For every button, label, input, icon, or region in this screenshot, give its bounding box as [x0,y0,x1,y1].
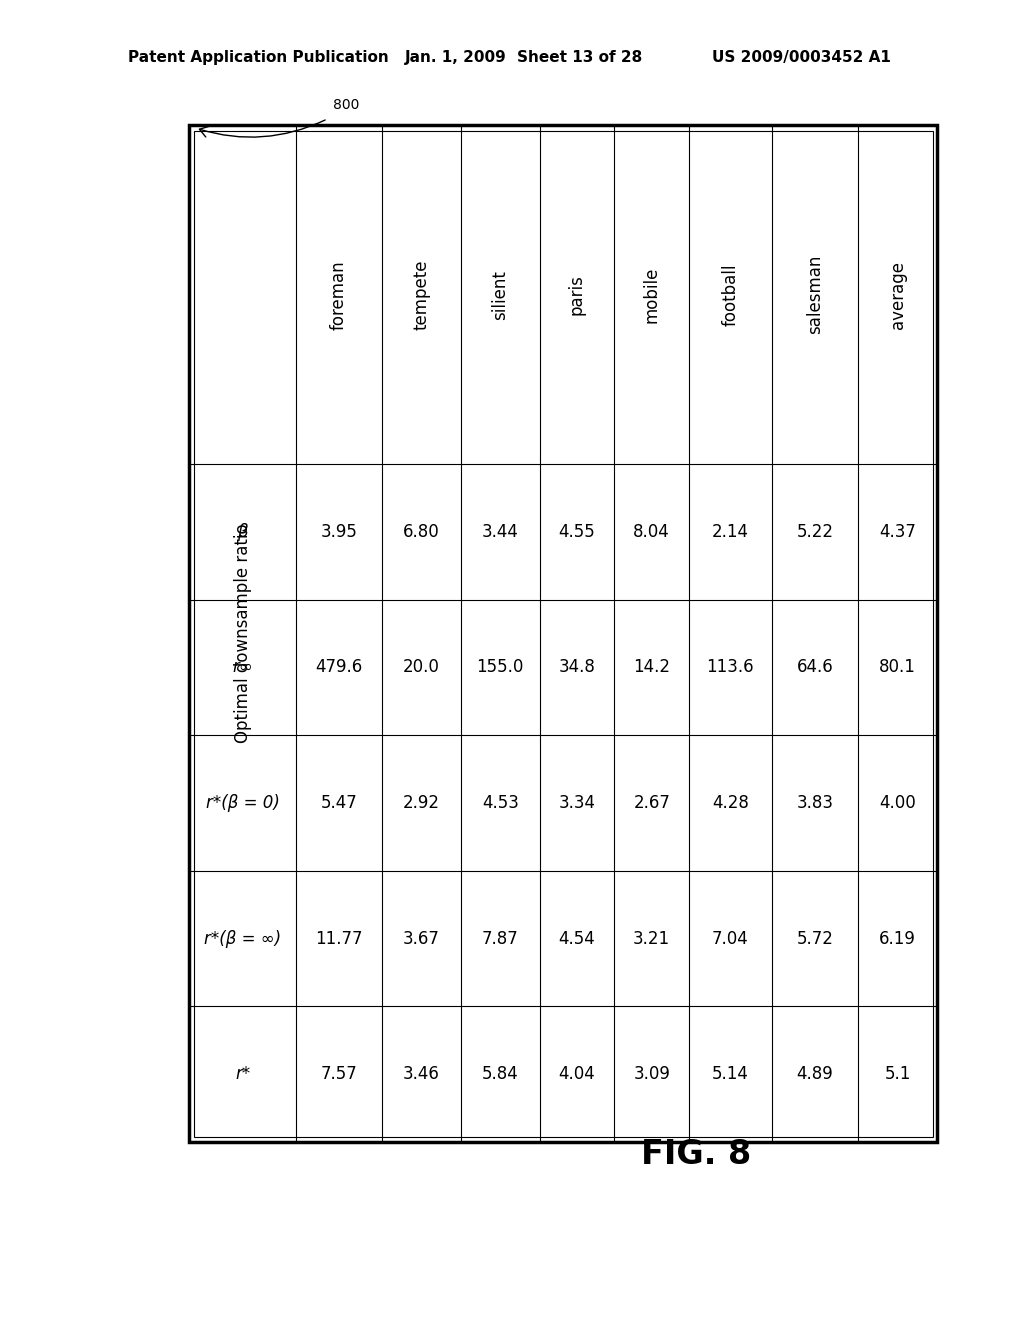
Text: 479.6: 479.6 [315,659,362,676]
Text: 64.6: 64.6 [797,659,834,676]
Text: paris: paris [568,275,586,315]
Text: 113.6: 113.6 [707,659,755,676]
Text: 4.37: 4.37 [880,523,916,541]
Text: 2.92: 2.92 [403,795,440,812]
Text: mobile: mobile [643,267,660,323]
Text: 3.21: 3.21 [633,929,671,948]
Text: 4.28: 4.28 [712,795,749,812]
Text: 6.80: 6.80 [403,523,440,541]
Text: 5.47: 5.47 [321,795,357,812]
Text: 7.04: 7.04 [712,929,749,948]
Text: 155.0: 155.0 [476,659,524,676]
Text: 5.14: 5.14 [712,1065,749,1082]
Text: 800: 800 [333,98,359,112]
Text: average: average [889,261,906,329]
Text: 5.84: 5.84 [482,1065,518,1082]
Text: 4.89: 4.89 [797,1065,834,1082]
Text: r∞: r∞ [232,659,253,676]
Bar [194,131,933,1137]
Text: 7.57: 7.57 [321,1065,357,1082]
Text: 3.44: 3.44 [482,523,519,541]
Text: 3.83: 3.83 [797,795,834,812]
Text: 2.14: 2.14 [712,523,749,541]
Text: 4.55: 4.55 [559,523,595,541]
Text: r*: r* [234,1065,250,1082]
Text: 4.54: 4.54 [559,929,595,948]
Text: r*(β = ∞): r*(β = ∞) [204,929,282,948]
Text: Optimal downsample ratio: Optimal downsample ratio [233,524,252,743]
Text: 3.67: 3.67 [403,929,440,948]
Text: 3.34: 3.34 [558,795,596,812]
Text: β: β [238,523,248,541]
Text: 3.95: 3.95 [321,523,357,541]
Text: 8.04: 8.04 [634,523,670,541]
Text: 3.46: 3.46 [403,1065,440,1082]
Text: 6.19: 6.19 [880,929,916,948]
Text: 5.72: 5.72 [797,929,834,948]
Text: Patent Application Publication: Patent Application Publication [128,50,389,65]
Text: Jan. 1, 2009: Jan. 1, 2009 [404,50,506,65]
Text: 4.53: 4.53 [482,795,519,812]
Text: 4.04: 4.04 [559,1065,595,1082]
Text: r*(β = 0): r*(β = 0) [206,795,280,812]
Text: salesman: salesman [806,255,824,334]
Text: 80.1: 80.1 [880,659,916,676]
Text: 14.2: 14.2 [633,659,671,676]
Text: 4.00: 4.00 [880,795,916,812]
Text: FIG. 8: FIG. 8 [641,1138,752,1172]
Text: 34.8: 34.8 [558,659,595,676]
Text: 5.1: 5.1 [885,1065,910,1082]
Text: 5.22: 5.22 [797,523,834,541]
Text: 11.77: 11.77 [315,929,362,948]
Text: 2.67: 2.67 [633,795,670,812]
Text: US 2009/0003452 A1: US 2009/0003452 A1 [712,50,891,65]
Text: Sheet 13 of 28: Sheet 13 of 28 [517,50,642,65]
Text: foreman: foreman [330,260,348,330]
Text: football: football [722,264,739,326]
Text: 7.87: 7.87 [482,929,518,948]
Text: tempete: tempete [413,260,430,330]
FancyArrowPatch shape [200,120,326,137]
Bar [189,125,937,1142]
Text: silient: silient [492,269,509,319]
Text: 3.09: 3.09 [633,1065,670,1082]
Text: 20.0: 20.0 [403,659,440,676]
